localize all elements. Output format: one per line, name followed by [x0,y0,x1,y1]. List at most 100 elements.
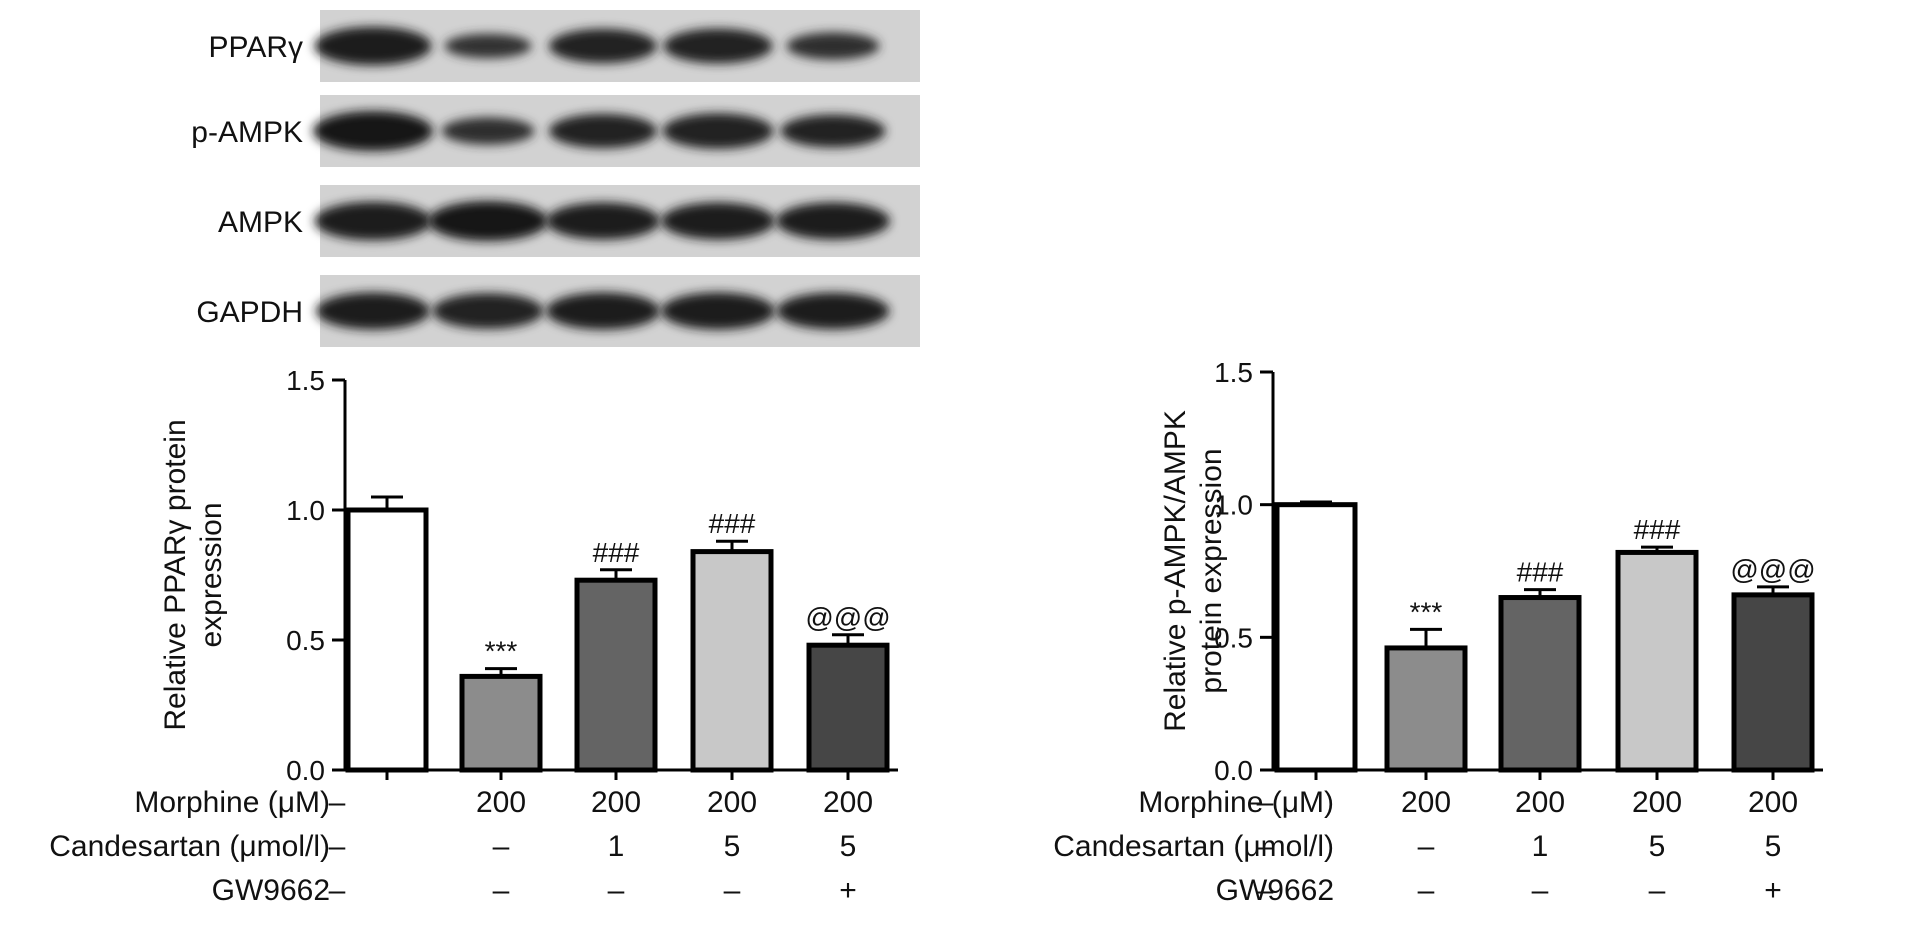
bar [574,577,658,773]
condition-value: – [1257,830,1274,863]
bar-group [1274,500,1358,773]
blot-band [786,32,880,60]
blot-band [780,114,886,148]
blot-band [314,26,432,66]
y-axis-label: Relative PPARγ protein expression [159,419,228,730]
blot-band [661,202,775,240]
blot-band [546,292,660,330]
condition-value: 200 [591,786,641,819]
significance-label: ### [1517,557,1564,588]
y-axis-label-line: expression [195,502,228,647]
condition-value: 200 [707,786,757,819]
bar-group: ### [1615,514,1699,773]
blot-band [316,292,430,330]
bar-group: *** [459,636,543,773]
condition-value: – [1649,874,1666,907]
blot-band [776,292,890,330]
blot-band [432,293,544,329]
condition-value: – [1257,874,1274,907]
significance-label: ### [1634,514,1681,545]
bar-group: ### [574,537,658,773]
condition-row: Morphine (μM)– 200 200 200 200 [134,786,873,819]
blot-band [444,33,532,59]
y-tick-label: 0.5 [286,625,325,656]
western-blot: PPARγ p-AMPK AMPK GAPDH [191,10,920,347]
blot-band [314,201,432,241]
condition-value: 200 [476,786,526,819]
condition-value: – [1257,786,1274,819]
y-axis-label-line: protein expression [1195,448,1228,693]
bar-group: ### [1498,557,1582,773]
bar [806,642,890,773]
bar-group: @@@ [805,602,891,773]
bar [459,673,543,773]
y-tick-label: 1.5 [286,365,325,396]
significance-label: ### [593,537,640,568]
significance-label: *** [485,636,518,667]
condition-row: Candesartan (μmol/l)– –1 5 5 [1053,830,1781,863]
y-axis-label-line: Relative PPARγ protein [159,419,192,730]
chart-ppar: *** ### ### @@@ 0.0 0.5 1.0 1.5 Relative PPARγ p… [49,365,898,907]
condition-value: – [329,786,346,819]
condition-value: – [493,830,510,863]
chart-pampk: *** ### ### @@@ 0.0 0.5 1.0 1.5 Relative p-AMPK/… [1053,357,1823,907]
bar-group: ### [690,508,774,773]
bar-group [345,495,429,773]
condition-value: 200 [1401,786,1451,819]
condition-value: – [493,874,510,907]
condition-value: 200 [1632,786,1682,819]
condition-value: 5 [840,830,857,863]
condition-row: GW9662– – – – + [212,874,857,907]
bar [1384,645,1468,773]
blot-band [313,111,433,151]
blot-band [428,201,548,241]
condition-label: GW9662 [212,874,330,907]
blot-band [663,28,773,64]
blot-band [441,117,535,145]
y-tick-label: 1.5 [1214,357,1253,388]
bar [690,549,774,773]
blot-band [662,113,774,149]
condition-value: 5 [1649,830,1666,863]
condition-label: Candesartan (μmol/l) [49,830,330,863]
blot-row: p-AMPK [191,95,920,167]
condition-label: Candesartan (μmol/l) [1053,830,1334,863]
condition-row: Morphine (μM)– 200 200 200 200 [1138,786,1798,819]
blot-label: p-AMPK [191,116,303,149]
y-tick-label: 1.0 [1214,490,1253,521]
y-tick-label: 0.5 [1214,622,1253,653]
condition-value: 1 [608,830,625,863]
condition-value: 5 [724,830,741,863]
blot-row: PPARγ [209,10,920,82]
condition-value: – [724,874,741,907]
blot-band [546,202,660,240]
bar [1498,595,1582,773]
significance-label: *** [1410,596,1443,627]
significance-label: ### [709,508,756,539]
y-tick-label: 0.0 [1214,755,1253,786]
blot-row: GAPDH [196,275,920,347]
blot-band [549,113,657,149]
blot-band [661,292,775,330]
condition-value: 200 [1748,786,1798,819]
condition-value: – [1418,830,1435,863]
bar [1615,549,1699,773]
bar [345,507,429,773]
blot-label: GAPDH [196,296,303,329]
bar [1274,502,1358,773]
condition-value: + [1764,874,1782,907]
blot-band [776,202,890,240]
y-tick-label: 1.0 [286,495,325,526]
blot-label: AMPK [218,206,303,239]
condition-value: 1 [1532,830,1549,863]
y-axis-label-line: Relative p-AMPK/AMPK [1159,410,1192,732]
condition-value: – [1418,874,1435,907]
y-tick-label: 0.0 [286,755,325,786]
condition-row: Candesartan (μmol/l)– –1 5 5 [49,830,856,863]
condition-value: – [1532,874,1549,907]
condition-value: – [608,874,625,907]
condition-value: – [329,874,346,907]
condition-label: Morphine (μM) [134,786,330,819]
